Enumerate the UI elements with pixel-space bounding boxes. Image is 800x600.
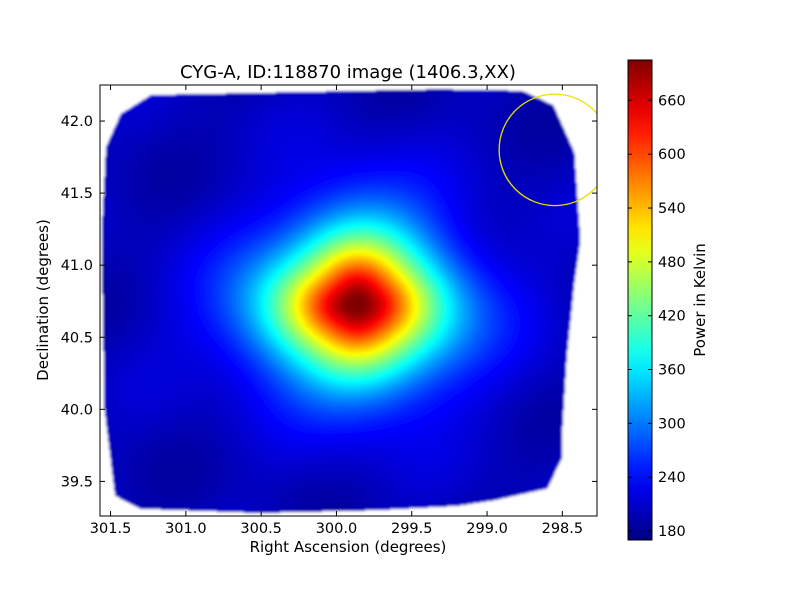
colorbar: 180 240 300 360 420 480 540 600 660: [627, 59, 686, 541]
x-axis-label: Right Ascension (degrees): [250, 538, 447, 556]
colorbar-fill: [628, 60, 652, 540]
colorbar-tick-label: 300: [658, 416, 686, 432]
colorbar-tick-label: 180: [658, 524, 686, 540]
y-tick-label: 41.5: [61, 186, 93, 202]
colorbar-tick-label: 480: [658, 255, 686, 271]
y-tick-label: 40.0: [61, 402, 93, 418]
colorbar-frame: [627, 59, 653, 541]
x-tick-label: 301.5: [90, 521, 132, 537]
x-tick-label: 301.0: [165, 521, 207, 537]
x-tick-label: 299.5: [391, 521, 433, 537]
beam-circle: [498, 93, 597, 207]
colorbar-tick-label: 420: [658, 309, 686, 325]
colorbar-tick-label: 540: [658, 201, 686, 217]
x-tick-label: 298.5: [542, 521, 584, 537]
colorbar-label: Power in Kelvin: [691, 243, 709, 357]
x-tick-label: 300.5: [240, 521, 282, 537]
colorbar-ticks: 180 240 300 360 420 480 540 600 660: [628, 93, 686, 540]
x-tick-label: 300.0: [316, 521, 358, 537]
colorbar-tick-label: 660: [658, 93, 686, 109]
plot-frame: [99, 84, 598, 517]
y-axis: 39.5 40.0 40.5 41.0 41.5 42.0: [61, 114, 597, 490]
y-axis-label: Declination (degrees): [34, 219, 52, 381]
y-tick-label: 40.5: [61, 330, 93, 346]
heatmap-image: [100, 85, 597, 516]
x-axis: 301.5 301.0 300.5 300.0 299.5 299.0 298.5: [90, 85, 583, 537]
colorbar-tick-label: 240: [658, 470, 686, 486]
y-tick-label: 39.5: [61, 474, 93, 490]
y-tick-label: 41.0: [61, 258, 93, 274]
plot-area: 301.5 301.0 300.5 300.0 299.5 299.0 298.5 39.5…: [61, 84, 598, 537]
colorbar-tick-label: 360: [658, 363, 686, 379]
y-tick-label: 42.0: [61, 114, 93, 130]
chart-title: CYG-A, ID:118870 image (1406.3,XX): [180, 62, 516, 83]
x-tick-label: 299.0: [466, 521, 508, 537]
colorbar-tick-label: 600: [658, 147, 686, 163]
